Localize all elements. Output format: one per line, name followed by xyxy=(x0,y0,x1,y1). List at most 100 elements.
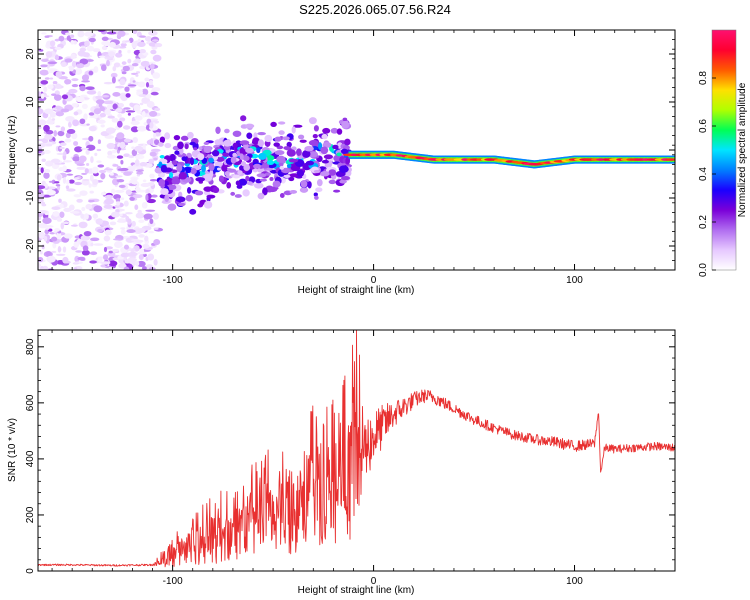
heatmap-cell xyxy=(160,188,169,196)
heatmap-cell xyxy=(138,219,145,224)
heatmap-cell xyxy=(62,177,67,184)
heatmap-cell xyxy=(88,37,96,43)
heatmap-cell xyxy=(253,163,262,169)
heatmap-cell xyxy=(101,36,109,41)
heatmap-cell xyxy=(151,46,158,50)
heatmap-cell xyxy=(131,63,139,67)
heatmap-cell xyxy=(84,40,90,47)
heatmap-cell xyxy=(153,227,159,230)
heatmap-cell xyxy=(76,198,83,203)
heatmap-cell xyxy=(52,211,60,217)
heatmap-cell xyxy=(148,30,158,36)
heatmap-cell xyxy=(153,238,161,246)
heatmap-cell xyxy=(118,184,126,189)
heatmap-cell xyxy=(52,242,57,249)
heatmap-cell xyxy=(136,171,144,175)
heatmap-cell xyxy=(95,99,105,105)
heatmap-cell xyxy=(115,52,123,58)
heatmap-cell xyxy=(152,54,162,62)
heatmap-cell xyxy=(76,163,85,167)
heatmap-cell xyxy=(148,80,154,86)
heatmap-cell xyxy=(76,61,80,65)
heatmap-cell xyxy=(100,261,111,265)
heatmap-cell xyxy=(148,230,155,234)
heatmap-cell xyxy=(38,142,46,148)
heatmap-cell xyxy=(51,118,56,121)
heatmap-cell xyxy=(240,161,247,167)
heatmap-cell xyxy=(79,118,86,125)
heatmap-cell xyxy=(141,88,149,96)
heatmap-cell xyxy=(103,81,114,85)
heatmap-cell xyxy=(134,159,140,167)
heatmap-cell xyxy=(246,132,253,139)
heatmap-cell xyxy=(47,68,58,72)
heatmap-cell xyxy=(141,110,146,118)
heatmap-cell xyxy=(49,40,56,47)
heatmap-cell xyxy=(132,30,138,35)
heatmap-cell xyxy=(97,164,105,168)
colorbar: 0.0 0.2 0.4 0.6 0.8 Normalized spectral ampl… xyxy=(698,29,748,277)
heatmap-cell xyxy=(74,181,83,186)
heatmap-cell xyxy=(64,58,73,63)
heatmap-cell xyxy=(232,130,242,137)
heatmap-cell xyxy=(316,179,323,187)
heatmap-cell xyxy=(299,139,307,143)
heatmap-cell xyxy=(39,198,44,203)
heatmap-cell xyxy=(113,238,122,241)
heatmap-cell xyxy=(238,178,248,186)
heatmap-cell xyxy=(86,45,95,52)
heatmap-cell xyxy=(123,200,129,207)
heatmap-cell xyxy=(77,256,86,261)
spectrogram-y-label: Frequency (Hz) xyxy=(7,116,18,185)
heatmap-cell xyxy=(232,174,241,179)
heatmap-cell xyxy=(259,178,268,182)
heatmap-cell xyxy=(105,246,113,250)
heatmap-cell xyxy=(144,189,150,194)
heatmap-cell xyxy=(40,167,44,174)
heatmap-cell xyxy=(203,145,212,154)
heatmap-cell xyxy=(242,155,250,162)
heatmap-cell xyxy=(132,80,136,83)
colorbar-tick-label: 0.0 xyxy=(698,263,709,277)
heatmap-cell xyxy=(300,179,308,188)
heatmap-cell xyxy=(158,178,166,187)
heatmap-cell xyxy=(118,49,122,54)
heatmap-cell xyxy=(63,160,72,163)
heatmap-cell xyxy=(232,152,238,158)
heatmap-cell xyxy=(110,211,120,218)
heatmap-cell xyxy=(68,88,78,94)
heatmap-cell xyxy=(54,46,62,50)
figure-title: S225.2026.065.07.56.R24 xyxy=(299,2,451,17)
heatmap-cell xyxy=(269,176,274,182)
heatmap-cell xyxy=(38,209,48,214)
heatmap-cell xyxy=(81,103,88,110)
heatmap-cell xyxy=(81,74,90,81)
heatmap-cell xyxy=(54,181,60,184)
spectrogram-x-tick-label: 0 xyxy=(371,275,377,286)
heatmap-cell xyxy=(134,58,142,64)
heatmap-cell xyxy=(127,84,137,87)
heatmap-cell xyxy=(125,93,131,98)
heatmap-cell xyxy=(65,179,70,185)
heatmap-cell xyxy=(112,65,117,72)
heatmap-cell xyxy=(137,41,146,47)
heatmap-cell xyxy=(89,190,94,194)
snr-series-line xyxy=(38,330,675,568)
heatmap-cell xyxy=(147,221,156,227)
heatmap-cell xyxy=(288,176,295,182)
heatmap-cell xyxy=(43,124,50,132)
heatmap-cell xyxy=(56,217,63,222)
heatmap-cell xyxy=(336,128,343,135)
heatmap-cell xyxy=(314,195,319,200)
heatmap-cell xyxy=(38,167,46,170)
heatmap-cell xyxy=(153,157,158,161)
heatmap-cell xyxy=(159,155,165,159)
heatmap-cell xyxy=(38,108,44,115)
heatmap-cell xyxy=(111,149,117,154)
heatmap-cell xyxy=(288,158,299,163)
heatmap-cell xyxy=(120,197,125,201)
heatmap-cell xyxy=(138,254,144,261)
heatmap-cell xyxy=(273,142,280,147)
heatmap-cell xyxy=(41,58,49,62)
